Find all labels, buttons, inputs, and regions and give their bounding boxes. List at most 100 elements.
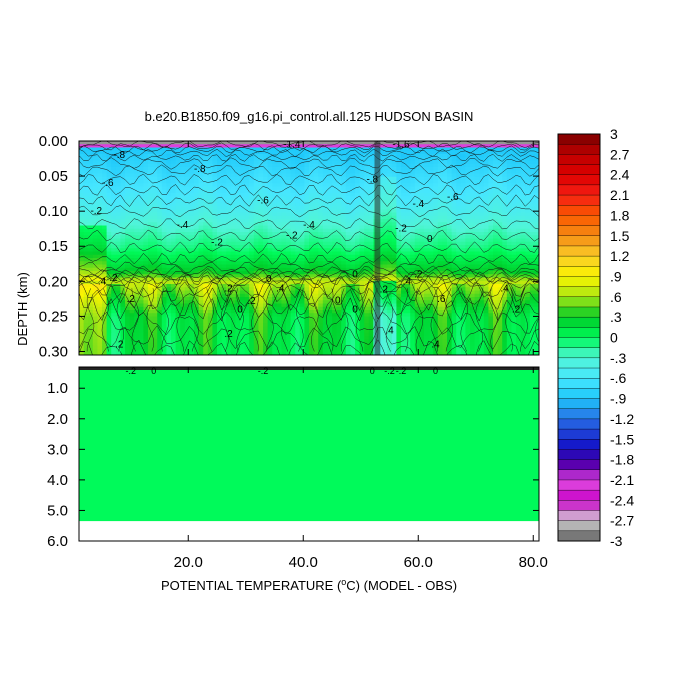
upper-field-cell xyxy=(143,274,149,278)
upper-field-cell xyxy=(235,225,241,230)
upper-field-cell xyxy=(387,209,393,213)
upper-field-cell xyxy=(198,199,204,204)
upper-field-cell xyxy=(378,193,383,197)
upper-field-cell xyxy=(414,290,420,295)
upper-field-cell xyxy=(92,245,98,249)
upper-field-cell xyxy=(516,238,521,243)
upper-field-cell xyxy=(387,212,393,217)
upper-field-cell xyxy=(230,267,236,272)
upper-field-cell xyxy=(350,186,356,191)
upper-field-cell xyxy=(79,293,84,298)
upper-field-cell xyxy=(189,280,195,285)
upper-field-cell xyxy=(355,157,360,161)
upper-field-cell xyxy=(493,144,498,148)
upper-field-cell xyxy=(125,215,130,220)
upper-field-cell xyxy=(516,209,521,213)
upper-field-cell xyxy=(401,206,406,210)
upper-field-cell xyxy=(221,271,227,275)
upper-field-cell xyxy=(470,300,475,304)
upper-field-cell xyxy=(184,176,190,181)
upper-field-cell xyxy=(88,193,94,197)
upper-field-cell xyxy=(88,147,94,152)
upper-field-cell xyxy=(470,297,475,301)
upper-field-cell xyxy=(516,199,521,204)
upper-field-cell xyxy=(442,258,448,262)
upper-field-cell xyxy=(405,196,411,200)
upper-field-cell xyxy=(437,180,443,184)
upper-field-cell xyxy=(111,245,117,249)
upper-field-cell xyxy=(465,264,471,269)
upper-field-cell xyxy=(194,186,199,191)
upper-field-cell xyxy=(350,254,356,259)
upper-field-cell xyxy=(230,176,236,181)
upper-field-cell xyxy=(203,264,209,269)
upper-field-cell xyxy=(79,277,84,282)
upper-field-cell xyxy=(221,228,227,233)
upper-field-cell xyxy=(226,202,232,207)
upper-field-cell xyxy=(341,219,347,223)
upper-field-cell xyxy=(359,212,365,217)
upper-field-cell xyxy=(92,160,98,165)
upper-field-cell xyxy=(350,196,356,200)
upper-field-cell xyxy=(184,167,190,171)
upper-field-cell xyxy=(115,280,121,285)
upper-field-cell xyxy=(502,241,508,246)
upper-field-cell xyxy=(364,222,370,226)
upper-field-cell xyxy=(253,176,259,181)
upper-field-cell xyxy=(405,277,411,282)
upper-field-cell xyxy=(318,157,324,161)
upper-field-cell xyxy=(102,180,107,184)
upper-field-cell xyxy=(488,167,494,171)
upper-field-cell xyxy=(327,258,333,262)
upper-field-cell xyxy=(493,186,498,191)
upper-field-cell xyxy=(534,173,539,178)
upper-field-cell xyxy=(516,277,521,282)
upper-field-cell xyxy=(419,202,425,207)
upper-field-cell xyxy=(502,189,508,194)
upper-field-cell xyxy=(336,199,342,204)
upper-field-cell xyxy=(97,248,103,252)
upper-field-cell xyxy=(520,235,526,239)
upper-field-cell xyxy=(249,170,255,174)
upper-field-cell xyxy=(134,212,140,217)
upper-field-cell xyxy=(83,287,89,291)
upper-field-cell xyxy=(428,180,434,184)
upper-field-cell xyxy=(212,264,218,269)
upper-field-cell xyxy=(166,297,172,301)
upper-field-cell xyxy=(497,274,503,278)
upper-field-cell xyxy=(249,248,255,252)
upper-field-cell xyxy=(451,215,457,220)
upper-field-cell xyxy=(175,222,181,226)
upper-field-cell xyxy=(336,251,342,256)
upper-field-cell xyxy=(345,232,351,236)
upper-field-cell xyxy=(152,212,158,217)
upper-field-cell xyxy=(460,248,466,252)
upper-field-cell xyxy=(341,160,347,165)
upper-field-cell xyxy=(368,154,374,158)
upper-field-cell xyxy=(125,141,130,145)
upper-field-cell xyxy=(419,238,425,243)
upper-field-cell xyxy=(152,150,158,155)
upper-field-cell xyxy=(341,274,347,278)
upper-field-cell xyxy=(447,199,452,204)
upper-field-cell xyxy=(313,219,319,223)
upper-field-cell xyxy=(143,271,149,275)
upper-field-cell xyxy=(511,251,517,256)
upper-field-cell xyxy=(180,225,186,230)
upper-field-cell xyxy=(212,258,218,262)
upper-field-cell xyxy=(483,193,489,197)
upper-field-cell xyxy=(161,154,167,158)
upper-field-cell xyxy=(341,209,347,213)
upper-field-cell xyxy=(341,228,347,233)
upper-field-cell xyxy=(520,199,526,204)
upper-field-cell xyxy=(442,215,448,220)
upper-field-cell xyxy=(534,238,539,243)
upper-field-cell xyxy=(396,232,402,236)
upper-field-cell xyxy=(272,235,278,239)
upper-field-cell xyxy=(258,274,264,278)
upper-field-cell xyxy=(276,251,282,256)
upper-field-cell xyxy=(180,228,186,233)
upper-field-cell xyxy=(198,222,204,226)
upper-field-cell xyxy=(350,160,356,165)
upper-field-cell xyxy=(240,248,245,252)
